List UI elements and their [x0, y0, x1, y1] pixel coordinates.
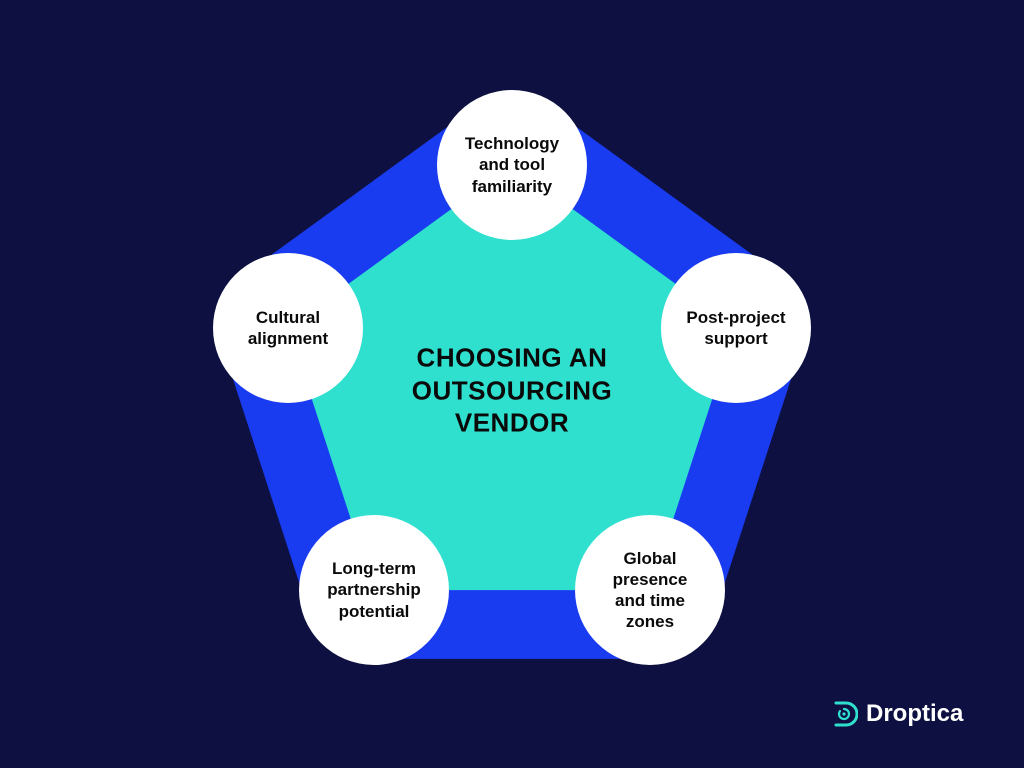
brand-text: Droptica: [866, 700, 963, 728]
infographic-canvas: CHOOSING AN OUTSOURCING VENDOR Technolog…: [0, 0, 1024, 768]
bubble-long-term: Long-term partnership potential: [299, 515, 449, 665]
bubble-label: Long-term partnership potential: [327, 558, 421, 622]
droptica-icon: [830, 700, 858, 728]
bubble-label: Post-project support: [686, 307, 785, 350]
bubble-post-project: Post-project support: [661, 253, 811, 403]
bubble-technology: Technology and tool familiarity: [437, 90, 587, 240]
bubble-cultural: Cultural alignment: [213, 253, 363, 403]
center-title: CHOOSING AN OUTSOURCING VENDOR: [412, 341, 613, 439]
bubble-global: Global presence and time zones: [575, 515, 725, 665]
bubble-label: Global presence and time zones: [613, 548, 688, 633]
bubble-label: Technology and tool familiarity: [465, 133, 559, 197]
bubble-label: Cultural alignment: [248, 307, 328, 350]
brand-logo: Droptica: [830, 700, 963, 728]
